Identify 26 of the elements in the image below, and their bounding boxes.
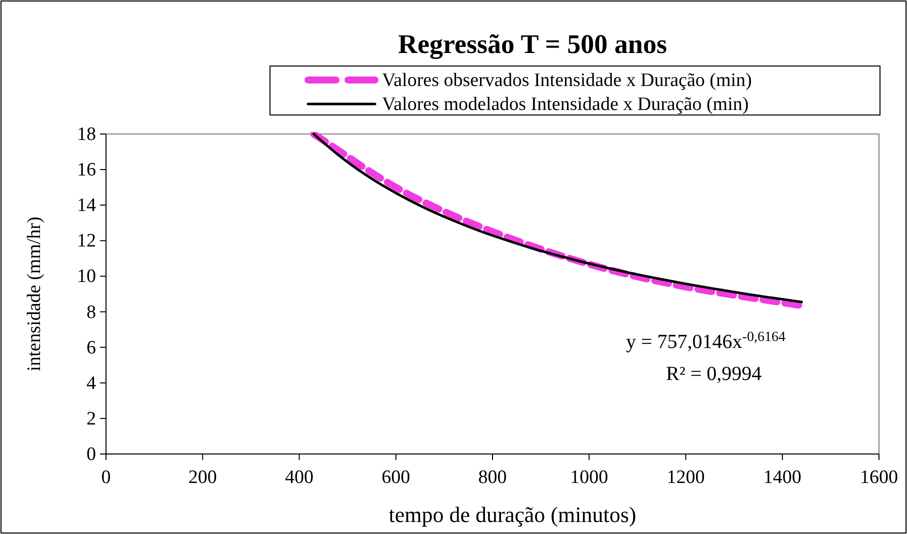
y-tick-label: 2 (86, 408, 96, 430)
annotation: R² = 0,9994 (666, 363, 762, 385)
x-tick-label: 1000 (570, 467, 608, 488)
x-tick-label: 600 (382, 467, 410, 488)
y-tick-label: 10 (77, 266, 96, 288)
y-tick-label: 12 (77, 230, 96, 252)
y-tick-label: 6 (86, 337, 96, 358)
x-tick-label: 0 (101, 467, 111, 488)
x-tick-label: 800 (478, 467, 507, 488)
x-tick-label: 200 (188, 467, 217, 488)
x-tick-label: 400 (285, 467, 314, 488)
y-tick-label: 0 (86, 444, 96, 465)
legend-label: Valores modelados Intensidade x Duração (min) (382, 94, 749, 115)
x-tick-label: 1400 (763, 467, 802, 488)
x-tick-label: 1600 (860, 467, 898, 488)
chart-title: Regressão T = 500 anos (398, 29, 667, 59)
legend-label: Valores observados Intensidade x Duração (min) (382, 70, 752, 91)
y-tick-label: 14 (77, 195, 96, 216)
y-tick-label: 18 (77, 124, 96, 145)
x-axis-title: tempo de duração (minutos) (388, 502, 636, 527)
x-tick-label: 1200 (666, 467, 705, 488)
annotation: y = 757,0146x$^{-0,6164}$ (626, 330, 786, 353)
y-axis-title: intensidade (mm/hr) (24, 216, 45, 372)
y-tick-label: 4 (86, 372, 96, 394)
y-tick-label: 16 (77, 160, 96, 181)
y-tick-label: 8 (86, 302, 96, 323)
